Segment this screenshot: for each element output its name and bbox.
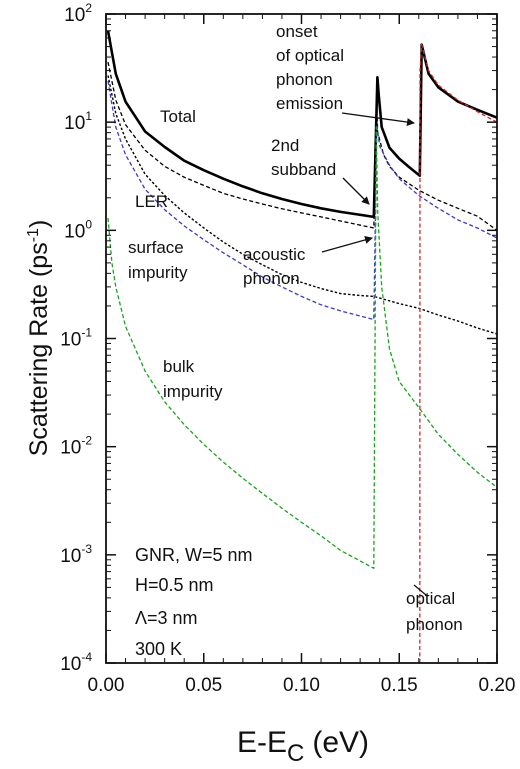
x-axis-title-sub: C [287,740,304,767]
y-axis-title-sup: -1 [25,228,42,242]
x-tick-label: 0.15 [381,675,418,696]
y-tick-label: 10-3 [60,542,92,567]
y-tick-exponent: -1 [81,326,92,340]
label-onset-line1: onset [276,22,318,41]
label-acoustic-phonon-line1: acoustic [243,245,306,264]
y-tick-label: 10-1 [60,326,92,351]
y-tick-base: 10 [64,221,85,242]
series-layer [106,30,498,664]
series-bulk-impurity [107,126,498,569]
info-line-gnr: GNR, W=5 nm [135,545,253,565]
label-optical-phonon-line1: optical [406,589,455,608]
x-axis-title: E-EC (eV) [237,726,369,767]
y-axis-title: Scattering Rate (ps-1) [25,220,53,457]
y-axis-title-main: Scattering Rate (ps [25,242,53,456]
label-total: Total [160,107,196,126]
label-bulk-impurity-line1: bulk [163,357,195,376]
label-onset-line4: emission [276,94,343,113]
x-tick-label: 0.05 [185,675,222,696]
info-line-lambda: Λ=3 nm [135,608,198,628]
y-tick-label: 10-4 [60,650,92,675]
x-axis-title-unit: (eV) [312,726,369,759]
y-tick-exponent: 1 [85,109,92,123]
info-line-temp: 300 K [135,639,182,659]
y-tick-exponent: 2 [85,1,92,15]
label-optical-phonon-line2: phonon [406,615,463,634]
label-surface-impurity-line2: impurity [128,263,188,282]
y-tick-exponent: -2 [81,434,92,448]
label-onset-line3: phonon [276,70,333,89]
y-tick-base: 10 [60,438,81,459]
x-axis-title-main: E-E [237,726,287,759]
leader-optical-phonon [413,584,427,596]
label-onset-line2: of optical [276,46,344,65]
annotations: Total onset of optical phonon emission 2… [128,22,463,634]
y-tick-label: 100 [64,217,92,242]
y-tick-base: 10 [64,5,85,26]
plot-frame [105,13,498,664]
info-line-h: H=0.5 nm [135,575,214,595]
y-tick-label: 102 [64,1,92,26]
y-tick-base: 10 [60,654,81,675]
series-surface-impurity [107,80,498,321]
x-tick-label: 0.10 [283,675,320,696]
y-tick-base: 10 [60,546,81,567]
arrow-acoustic-phonon [321,236,373,253]
series-optical-phonon [419,44,498,664]
y-tick-label: 10-2 [60,434,92,459]
label-bulk-impurity-line2: impurity [163,382,223,401]
y-axis-title-close: ) [25,220,53,228]
y-tick-base: 10 [64,113,85,134]
y-tick-exponent: 0 [85,217,92,231]
y-tick-exponent: -4 [81,650,92,664]
label-2nd-subband-line2: subband [271,160,336,179]
label-acoustic-phonon-line2: phonon [243,269,300,288]
y-tick-label: 101 [64,109,92,134]
x-tick-label: 0.00 [88,675,125,696]
x-tick-label: 0.20 [479,675,516,696]
y-tick-base: 10 [60,330,81,351]
label-ler: LER [135,192,168,211]
series-ler [107,61,498,231]
y-tick-exponent: -3 [81,542,92,556]
arrow-onset [341,112,415,126]
arrow-2nd-subband [342,177,370,205]
label-surface-impurity-line1: surface [128,238,184,257]
series-acoustic-phonon [107,75,498,335]
info-block: GNR, W=5 nm H=0.5 nm Λ=3 nm 300 K [135,545,253,659]
label-2nd-subband-line1: 2nd [271,136,299,155]
